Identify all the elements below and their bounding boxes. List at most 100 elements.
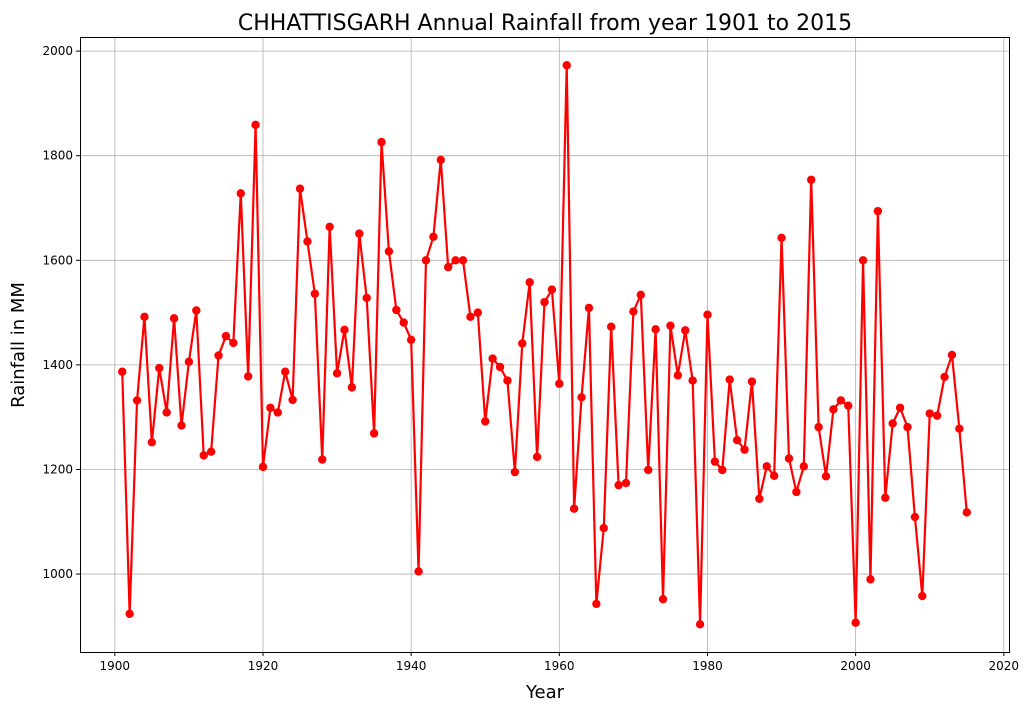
data-point [695, 620, 705, 629]
data-point [436, 155, 445, 165]
data-point [636, 290, 646, 300]
data-point [621, 478, 631, 488]
data-point [844, 401, 853, 410]
data-point [577, 393, 586, 402]
data-point [369, 429, 379, 438]
data-point [710, 457, 720, 466]
data-point [140, 312, 149, 321]
data-point [347, 383, 357, 392]
data-point [799, 462, 808, 471]
y-axis: 1000 1200 1400 1600 1800 2000 [42, 44, 80, 581]
series-layer [118, 61, 971, 629]
data-point [866, 575, 875, 584]
data-point [725, 375, 734, 384]
data-point [414, 567, 423, 576]
data-point [540, 297, 549, 307]
data-point [488, 354, 497, 363]
data-point [569, 504, 579, 513]
x-tick-label: 2020 [989, 659, 1020, 673]
data-point [392, 305, 401, 315]
data-point [688, 376, 697, 385]
data-point [295, 184, 305, 193]
data-point [762, 462, 771, 471]
data-point [451, 256, 460, 265]
x-axis: 1900 1920 1940 1960 1980 2000 2020 [100, 652, 1020, 673]
data-point [644, 465, 653, 475]
data-point [932, 411, 942, 420]
data-point [584, 303, 594, 313]
data-point [377, 137, 386, 147]
data-point [199, 451, 208, 460]
y-axis-title: Rainfall in MM [8, 282, 29, 408]
data-point [851, 618, 860, 627]
data-point [340, 325, 349, 335]
data-point [836, 396, 846, 405]
data-point [332, 369, 342, 378]
data-point [740, 445, 749, 454]
plot-frame [80, 37, 1010, 653]
data-point [614, 480, 623, 490]
x-tick-label: 2000 [840, 659, 871, 673]
data-point [192, 306, 201, 315]
data-point [466, 312, 475, 321]
data-point [214, 351, 223, 360]
data-point [925, 409, 934, 418]
data-point [310, 289, 320, 298]
data-point [177, 421, 186, 430]
data-point [681, 326, 690, 335]
data-point [592, 599, 601, 609]
data-point [947, 350, 957, 360]
data-point [355, 229, 364, 238]
data-point [221, 331, 231, 341]
x-tick-label: 1900 [100, 659, 131, 673]
data-point [206, 447, 216, 456]
data-point [406, 335, 416, 344]
data-point [732, 436, 742, 445]
data-point [229, 338, 238, 348]
x-tick-label: 1920 [248, 659, 279, 673]
data-point [903, 422, 912, 432]
data-point [325, 222, 334, 232]
data-point [147, 438, 157, 447]
data-point [399, 318, 408, 327]
y-tick-label: 1800 [42, 149, 73, 163]
data-point [718, 465, 727, 475]
x-tick-label: 1940 [396, 659, 427, 673]
data-point [873, 206, 883, 216]
data-point [784, 454, 794, 463]
data-point [362, 293, 371, 303]
data-point [266, 403, 275, 412]
data-point [658, 594, 668, 604]
data-point [858, 256, 868, 265]
data-point [547, 285, 557, 294]
data-point [236, 189, 245, 198]
data-point [132, 396, 142, 405]
data-point [747, 377, 757, 386]
data-point [888, 419, 897, 428]
data-point [281, 367, 290, 376]
data-point [606, 322, 616, 331]
y-tick-label: 1200 [42, 462, 73, 476]
data-point [895, 403, 905, 412]
data-point [910, 512, 920, 522]
data-point [769, 471, 779, 480]
data-point [666, 321, 675, 330]
data-point [703, 310, 712, 319]
data-point [421, 256, 431, 265]
chart-title: CHHATTISGARH Annual Rainfall from year 1… [238, 11, 852, 36]
data-point [169, 314, 179, 323]
data-point [755, 494, 764, 503]
data-point [792, 487, 801, 497]
data-point [429, 232, 438, 241]
data-point [443, 262, 453, 272]
data-point [184, 357, 194, 366]
y-tick-label: 1000 [42, 567, 73, 581]
y-tick-label: 1400 [42, 358, 73, 372]
data-point [673, 371, 683, 380]
data-point [532, 452, 542, 462]
data-point [473, 308, 483, 317]
y-tick-label: 2000 [42, 44, 73, 58]
data-point [955, 424, 964, 433]
data-point [777, 233, 786, 243]
